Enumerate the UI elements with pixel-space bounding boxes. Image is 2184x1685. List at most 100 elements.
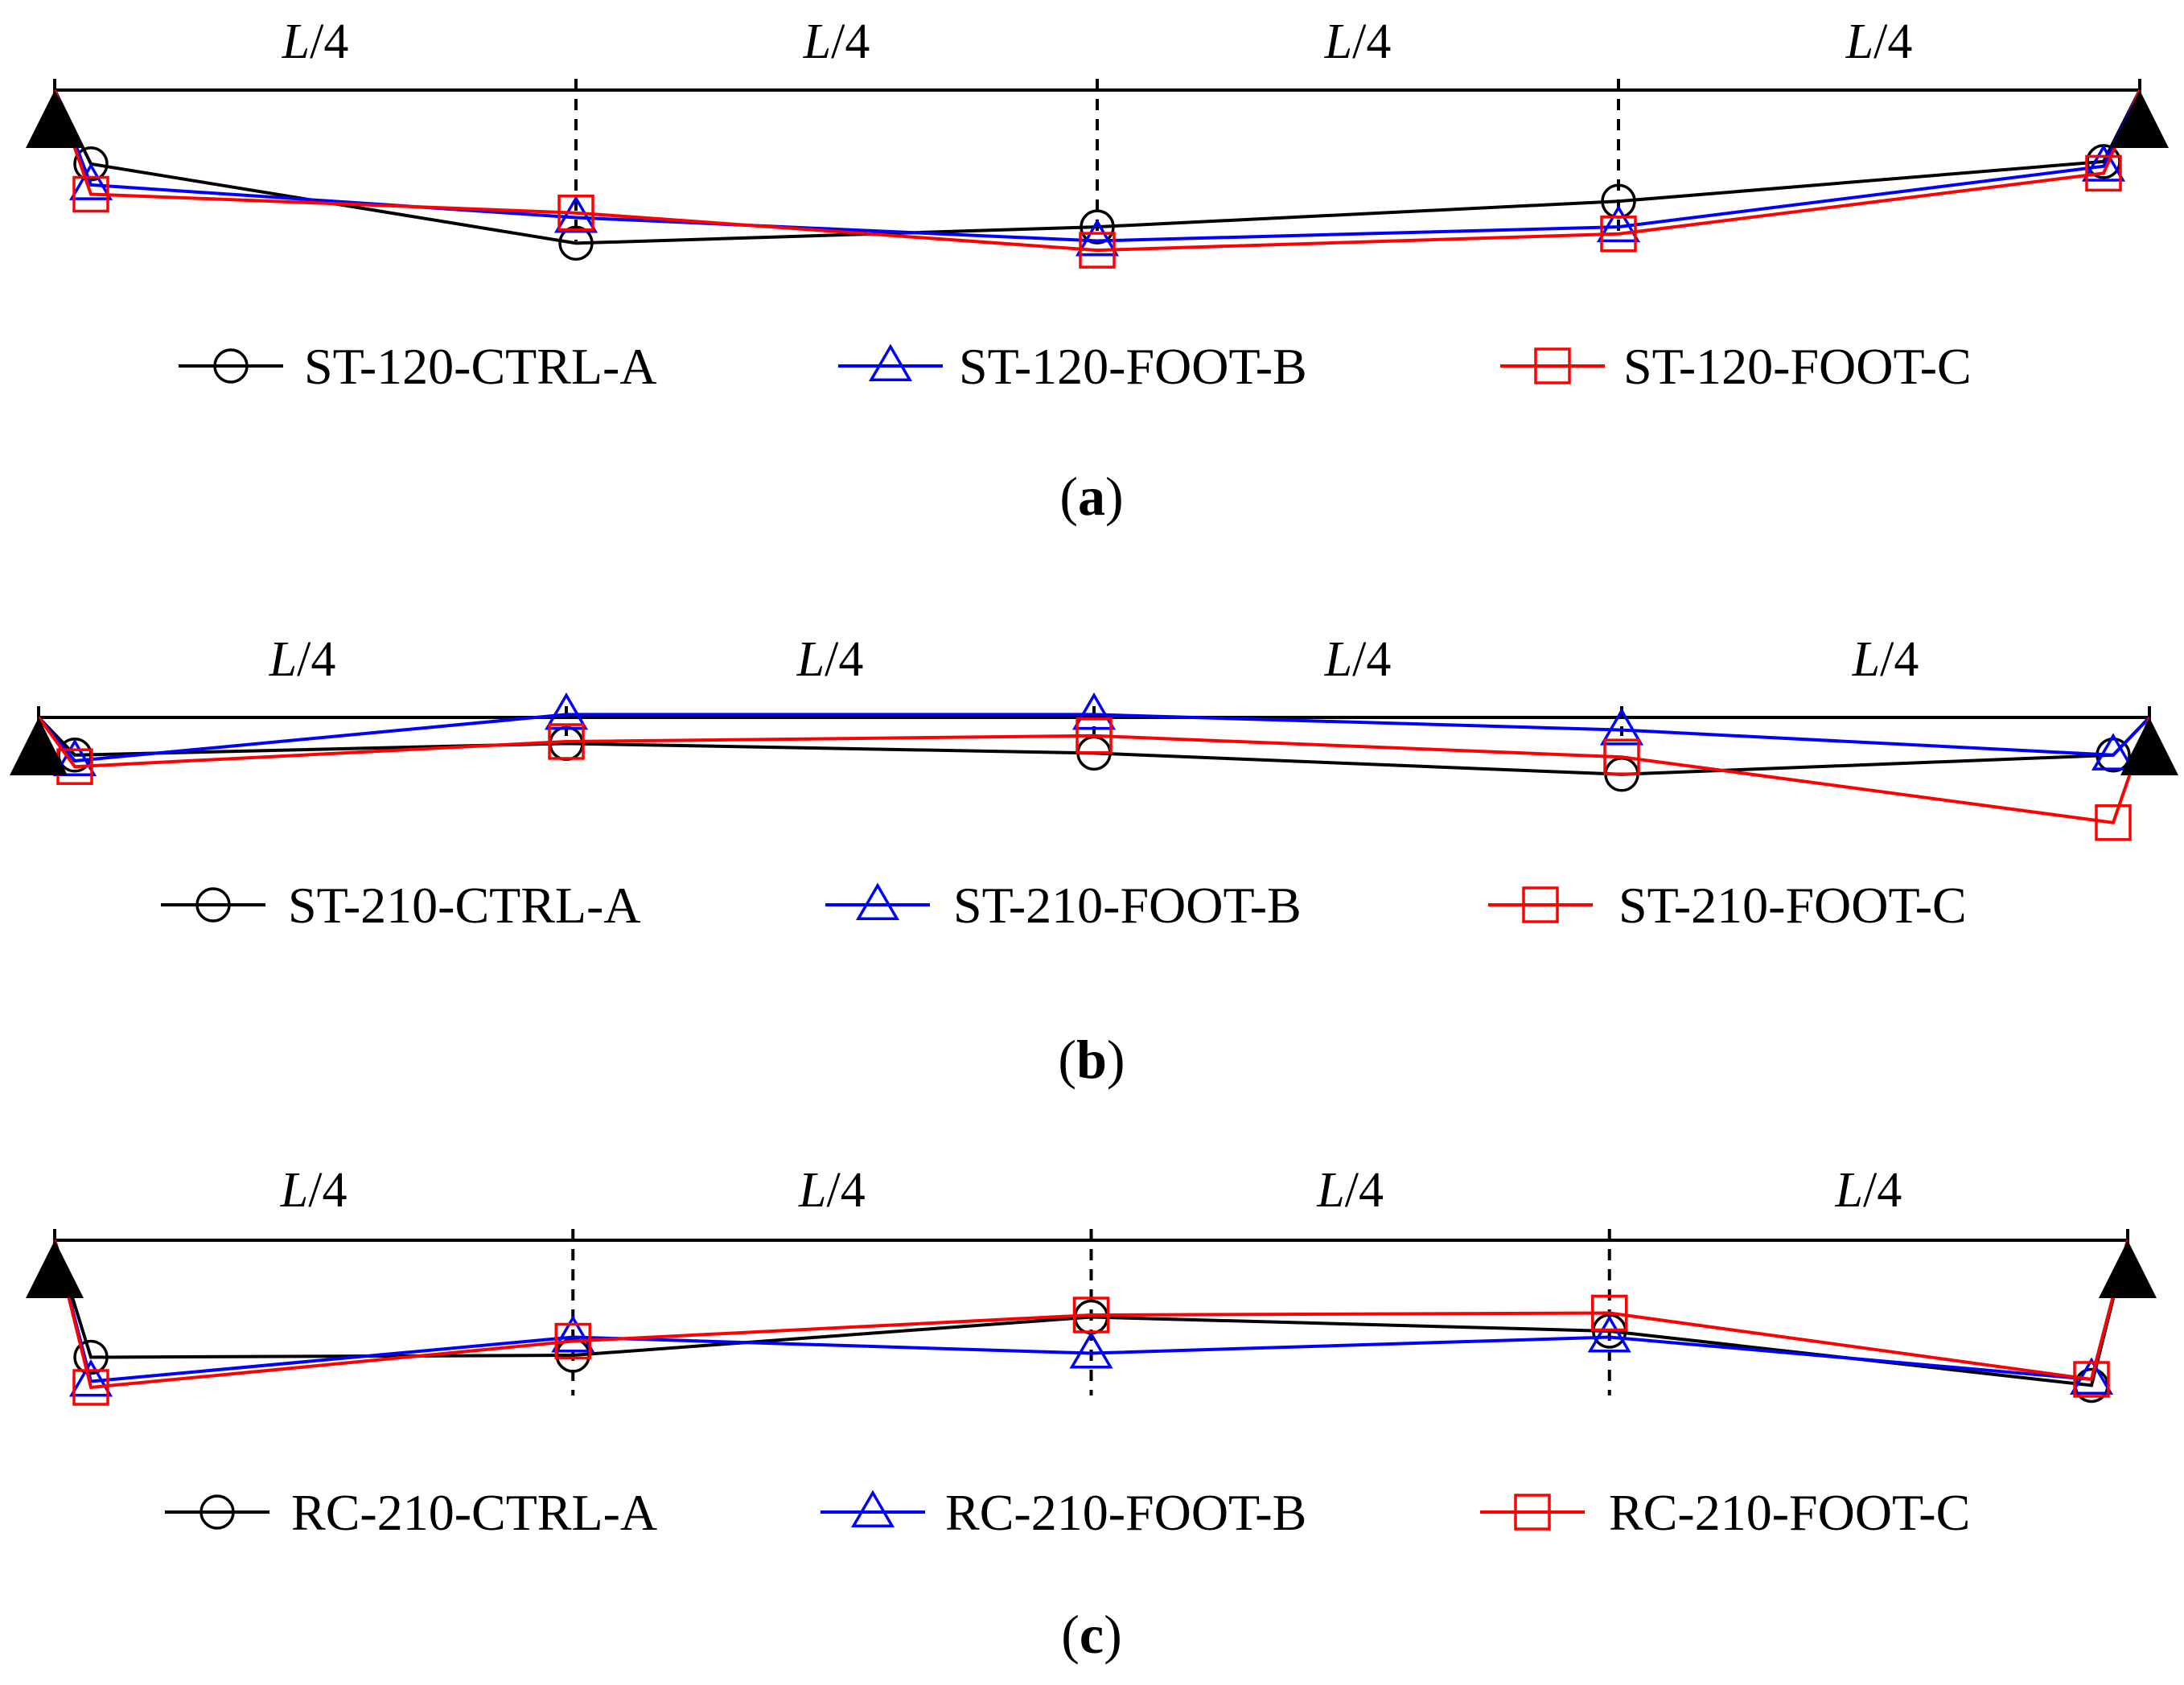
triangle-marker [551,1315,595,1353]
series-line [53,89,2141,243]
support-icon [26,90,84,148]
square-marker [548,723,585,760]
legend-label: ST-210-FOOT-C [1618,877,1967,934]
segment-label-rest: /4 [310,14,348,69]
series-ST-210-FOOT-C [37,716,2151,841]
triangle-marker [1075,219,1120,257]
square-marker [1591,1294,1628,1332]
triangle-marker [868,343,913,382]
square-marker [1076,717,1113,754]
series-line [37,713,2151,763]
segment-label-L: L [1324,14,1352,69]
square-marker [1600,216,1637,253]
series-ST-120-FOOT-C [53,89,2141,269]
circle-marker [1080,209,1115,245]
panel-label-open: ( [1061,1604,1080,1665]
panel-a: L/4 L/4 L/4 L/4ST-120-CTRL-A ST-120-FOOT-B ST… [26,14,2169,527]
panel-label: (b) [1058,1029,1125,1090]
circle-marker [195,887,231,923]
triangle-marker [1596,204,1641,243]
series-line [53,1239,2129,1387]
triangle-marker [855,882,900,921]
legend-item: RC-210-FOOT-B [821,1484,1306,1541]
segment-label: L/4 [1324,14,1392,69]
support-icon [10,717,68,775]
segment-label: L/4 [1852,632,1919,687]
segment-label-L: L [1845,14,1873,69]
triangle-marker [2091,733,2136,771]
segment-label-rest: /4 [1345,1163,1384,1218]
triangle-marker [1069,1331,1113,1369]
segment-label: L/4 [796,632,864,687]
triangle-marker [68,162,113,200]
panel-label-open: ( [1059,466,1078,527]
legend-label: RC-210-FOOT-B [945,1484,1306,1541]
segment-label-rest: /4 [1880,632,1919,687]
triangle-marker [544,692,589,730]
square-marker [2085,154,2122,192]
square-marker [72,175,109,213]
segment-label-L: L [1835,1163,1863,1218]
square-marker [1514,1494,1551,1531]
square-marker [1522,886,1559,923]
circle-marker [558,225,594,261]
segment-label: L/4 [1324,632,1392,687]
segment-label-L: L [280,1163,308,1218]
segment-label: L/4 [1835,1163,1902,1218]
panel-label: (c) [1061,1604,1122,1665]
square-marker [2073,1361,2110,1398]
series-ST-210-FOOT-B [37,692,2151,777]
legend-label: RC-210-FOOT-C [1609,1484,1970,1541]
legend-item: ST-120-FOOT-B [838,338,1307,395]
support-icon [2111,90,2169,148]
square-marker [72,1369,109,1406]
square-marker [1603,738,1640,775]
legend-label: ST-210-CTRL-A [288,877,641,934]
triangle-marker [2081,144,2126,182]
segment-label-L: L [282,14,310,69]
panel-label-close: ) [1104,1604,1122,1665]
square-marker [2095,804,2132,841]
series-line [53,1239,2129,1390]
legend-item: ST-120-FOOT-C [1500,338,1972,395]
segment-label-rest: /4 [825,632,863,687]
legend-item: ST-210-CTRL-A [161,877,641,934]
legend-label: ST-120-CTRL-A [304,338,657,395]
triangle-marker [52,738,97,777]
segment-label: L/4 [280,1163,348,1218]
legend-item: RC-210-FOOT-C [1480,1484,1970,1541]
segment-label-L: L [1324,632,1352,687]
segment-label-L: L [1852,632,1880,687]
segment-label-rest: /4 [1352,14,1391,69]
support-icon [26,1240,84,1298]
triangle-marker [850,1490,895,1528]
panel-c: L/4 L/4 L/4 L/4RC-210-CTRL-A RC-210-FOOT-B RC… [26,1163,2157,1665]
segment-label: L/4 [1845,14,1913,69]
triangle-marker [1071,692,1117,730]
legend-item: RC-210-CTRL-A [165,1484,657,1541]
circle-marker [199,1494,235,1530]
legend-item: ST-210-FOOT-B [825,877,1302,934]
support-icon [2120,717,2178,775]
series-ST-120-FOOT-B [53,89,2141,257]
series-line [37,716,2151,776]
panel-label-letter: a [1078,466,1105,527]
square-marker [1072,1297,1110,1334]
legend-label: ST-210-FOOT-B [953,877,1302,934]
triangle-marker [1587,1315,1631,1353]
series-line [37,716,2151,824]
legend-label: RC-210-CTRL-A [291,1484,657,1541]
circle-marker [73,146,109,182]
panel-label-letter: b [1076,1029,1107,1090]
legend-item: ST-120-CTRL-A [179,338,657,395]
square-marker [1079,232,1116,269]
segment-label-L: L [796,632,825,687]
segment-label: L/4 [282,14,349,69]
series-line [53,89,2141,253]
segment-label-rest: /4 [297,632,335,687]
panel-b: L/4 L/4 L/4 L/4ST-210-CTRL-A ST-210-FOOT-B ST… [10,632,2178,1090]
segment-label-rest: /4 [1863,1163,1902,1218]
segment-label-L: L [798,1163,826,1218]
triangle-marker [1599,708,1644,746]
